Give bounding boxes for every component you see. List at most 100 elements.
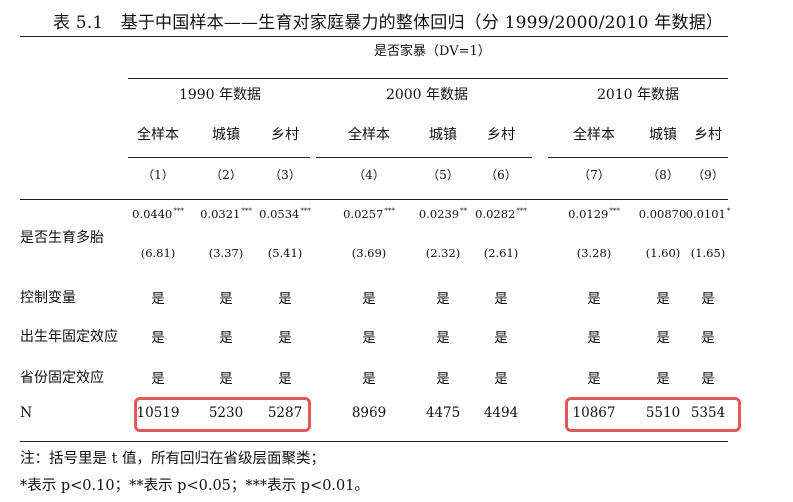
column-number: （3） xyxy=(269,168,301,182)
table-cell: 是 xyxy=(278,330,292,346)
table-cell: 5510 xyxy=(645,405,681,421)
coefficient-cell: 0.0239** xyxy=(419,207,467,221)
row-label: 控制变量 xyxy=(20,290,76,306)
table-cell: 是 xyxy=(219,291,233,307)
significance-stars: * xyxy=(726,207,731,215)
row-label: N xyxy=(20,405,33,421)
table-cell: 是 xyxy=(362,291,376,307)
column-subheader: 城镇 xyxy=(429,127,457,143)
t-value-cell: (3.37) xyxy=(208,246,244,260)
table-cell: 是 xyxy=(362,371,376,387)
top-rule xyxy=(20,36,728,37)
coefficient-cell: 0.0321*** xyxy=(200,207,252,221)
table-cell: 10867 xyxy=(572,405,616,421)
column-subheader: 全样本 xyxy=(348,127,390,143)
column-number: （1） xyxy=(142,168,174,182)
t-value-cell: (5.41) xyxy=(267,246,303,260)
column-number: （4） xyxy=(353,168,385,182)
coefficient-cell: 0.0101* xyxy=(686,207,731,221)
significance-stars: *** xyxy=(384,207,395,215)
table-cell: 是 xyxy=(436,371,450,387)
coefficient-value: 0.0321 xyxy=(200,207,241,221)
column-subheader: 城镇 xyxy=(212,127,240,143)
column-number: （9） xyxy=(692,168,724,182)
table-cell: 是 xyxy=(494,371,508,387)
significance-stars: *** xyxy=(173,207,184,215)
table-title: 表 5.1 基于中国样本——生育对家庭暴力的整体回归（分 1999/2000/2… xyxy=(53,13,724,33)
t-value-cell: (1.65) xyxy=(690,246,726,260)
group-header: 2000 年数据 xyxy=(385,87,469,103)
highlight-box xyxy=(565,397,741,432)
t-value-cell: (2.32) xyxy=(425,246,461,260)
row-label: 出生年固定效应 xyxy=(20,329,118,345)
column-number: （7） xyxy=(578,168,610,182)
table-cell: 是 xyxy=(494,291,508,307)
table-cell: 5287 xyxy=(267,405,303,421)
table-cell: 8969 xyxy=(351,405,387,421)
table-cell: 5230 xyxy=(208,405,244,421)
column-number: （5） xyxy=(427,168,459,182)
bottom-rule xyxy=(20,441,728,442)
group-header: 1990 年数据 xyxy=(178,87,262,103)
table-cell: 是 xyxy=(151,291,165,307)
column-number: （8） xyxy=(647,168,679,182)
row-label: 省份固定效应 xyxy=(20,370,104,386)
table-cell: 是 xyxy=(656,371,670,387)
significance-stars: *** xyxy=(516,207,527,215)
table-cell: 是 xyxy=(656,291,670,307)
column-subheader: 全样本 xyxy=(573,127,615,143)
table-cell: 5354 xyxy=(690,405,726,421)
note-line-1: 注：括号里是 t 值，所有回归在省级层面聚类； xyxy=(20,451,326,467)
table-cell: 是 xyxy=(362,330,376,346)
coefficient-cell: 0.0129*** xyxy=(568,207,620,221)
table-cell: 是 xyxy=(701,291,715,307)
t-value-cell: (6.81) xyxy=(140,246,176,260)
group-header: 2010 年数据 xyxy=(596,87,680,103)
coefficient-cell: 0.0440*** xyxy=(132,207,184,221)
column-number: （2） xyxy=(210,168,242,182)
column-subheader: 乡村 xyxy=(694,127,722,143)
table-cell: 4494 xyxy=(483,405,519,421)
column-subheader: 城镇 xyxy=(649,127,677,143)
table-cell: 是 xyxy=(278,371,292,387)
significance-stars: *** xyxy=(300,207,311,215)
dependent-variable-label: 是否家暴（DV=1） xyxy=(374,44,491,59)
coefficient-cell: 0.0534*** xyxy=(259,207,311,221)
highlight-box xyxy=(134,397,311,432)
table-cell: 是 xyxy=(436,291,450,307)
table-cell: 是 xyxy=(219,330,233,346)
significance-stars: *** xyxy=(241,207,252,215)
t-value-cell: (1.60) xyxy=(645,246,681,260)
table-cell: 是 xyxy=(701,371,715,387)
dv-rule xyxy=(128,78,728,79)
table-cell: 10519 xyxy=(136,405,180,421)
coefficient-value: 0.0239 xyxy=(418,207,460,221)
column-subheader: 乡村 xyxy=(271,127,299,143)
row-label: 是否生育多胎 xyxy=(20,230,104,246)
t-value-cell: (3.28) xyxy=(576,246,612,260)
coefficient-value: 0.00870 xyxy=(638,207,687,221)
table-cell: 是 xyxy=(436,330,450,346)
coefficient-value: 0.0129 xyxy=(568,207,609,221)
table-cell: 是 xyxy=(151,371,165,387)
coefficient-value: 0.0534 xyxy=(259,207,300,221)
table-cell: 是 xyxy=(656,330,670,346)
coefficient-cell: 0.00870 xyxy=(639,207,688,221)
coefficient-value: 0.0101 xyxy=(685,207,726,221)
coefficient-value: 0.0440 xyxy=(132,207,173,221)
column-number: （6） xyxy=(485,168,517,182)
table-cell: 是 xyxy=(219,371,233,387)
table-cell: 是 xyxy=(587,371,601,387)
table-cell: 是 xyxy=(494,330,508,346)
header-rule xyxy=(20,199,728,200)
t-value-cell: (2.61) xyxy=(483,246,519,260)
group-rule xyxy=(128,157,310,158)
table-cell: 是 xyxy=(151,330,165,346)
coefficient-value: 0.0257 xyxy=(343,207,384,221)
significance-stars: *** xyxy=(609,207,620,215)
coefficient-cell: 0.0257*** xyxy=(343,207,395,221)
table-cell: 是 xyxy=(701,330,715,346)
significance-stars: ** xyxy=(460,207,468,215)
t-value-cell: (3.69) xyxy=(351,246,387,260)
group-rule xyxy=(548,157,728,158)
